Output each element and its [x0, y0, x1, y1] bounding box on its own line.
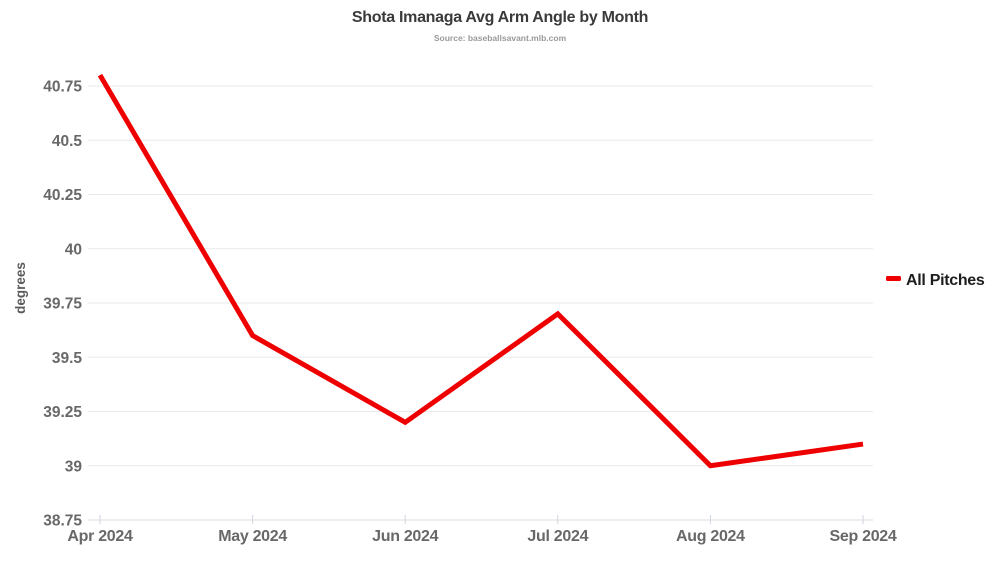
y-tick-label: 39.75	[43, 296, 82, 313]
y-axis-tick-labels: 38.75 39 39.25 39.5 39.75 40 40.25 40.5 40.75	[43, 79, 82, 530]
x-tick-label: Apr 2024	[67, 528, 133, 545]
legend-line-swatch	[886, 276, 901, 281]
y-axis-title: degrees	[13, 262, 28, 314]
all-pitches-line	[97, 73, 864, 469]
x-axis-tick-labels: Apr 2024 May 2024 Jun 2024 Jul 2024 Aug 2024…	[67, 515, 897, 545]
y-tick-label: 40.25	[43, 187, 82, 204]
x-tick-label: Jun 2024	[372, 528, 438, 545]
y-tick-label: 38.75	[43, 513, 82, 530]
y-tick-label: 39	[65, 458, 83, 475]
legend: All Pitches	[886, 272, 985, 289]
chart-title: Shota Imanaga Avg Arm Angle by Month	[352, 9, 648, 26]
y-tick-label: 39.5	[52, 350, 83, 367]
legend-series-label: All Pitches	[906, 272, 985, 289]
x-tick-label: May 2024	[218, 528, 287, 545]
y-tick-label: 40.75	[43, 79, 82, 96]
x-tick-label: Aug 2024	[676, 528, 745, 545]
gridlines	[88, 85, 873, 521]
y-tick-label: 39.25	[43, 404, 82, 421]
y-tick-label: 40	[65, 241, 82, 258]
chart-subtitle: Source: baseballsavant.mlb.com	[434, 33, 567, 43]
x-tick-label: Sep 2024	[830, 528, 897, 545]
x-tick-label: Jul 2024	[527, 528, 588, 545]
y-tick-label: 40.5	[52, 133, 83, 150]
